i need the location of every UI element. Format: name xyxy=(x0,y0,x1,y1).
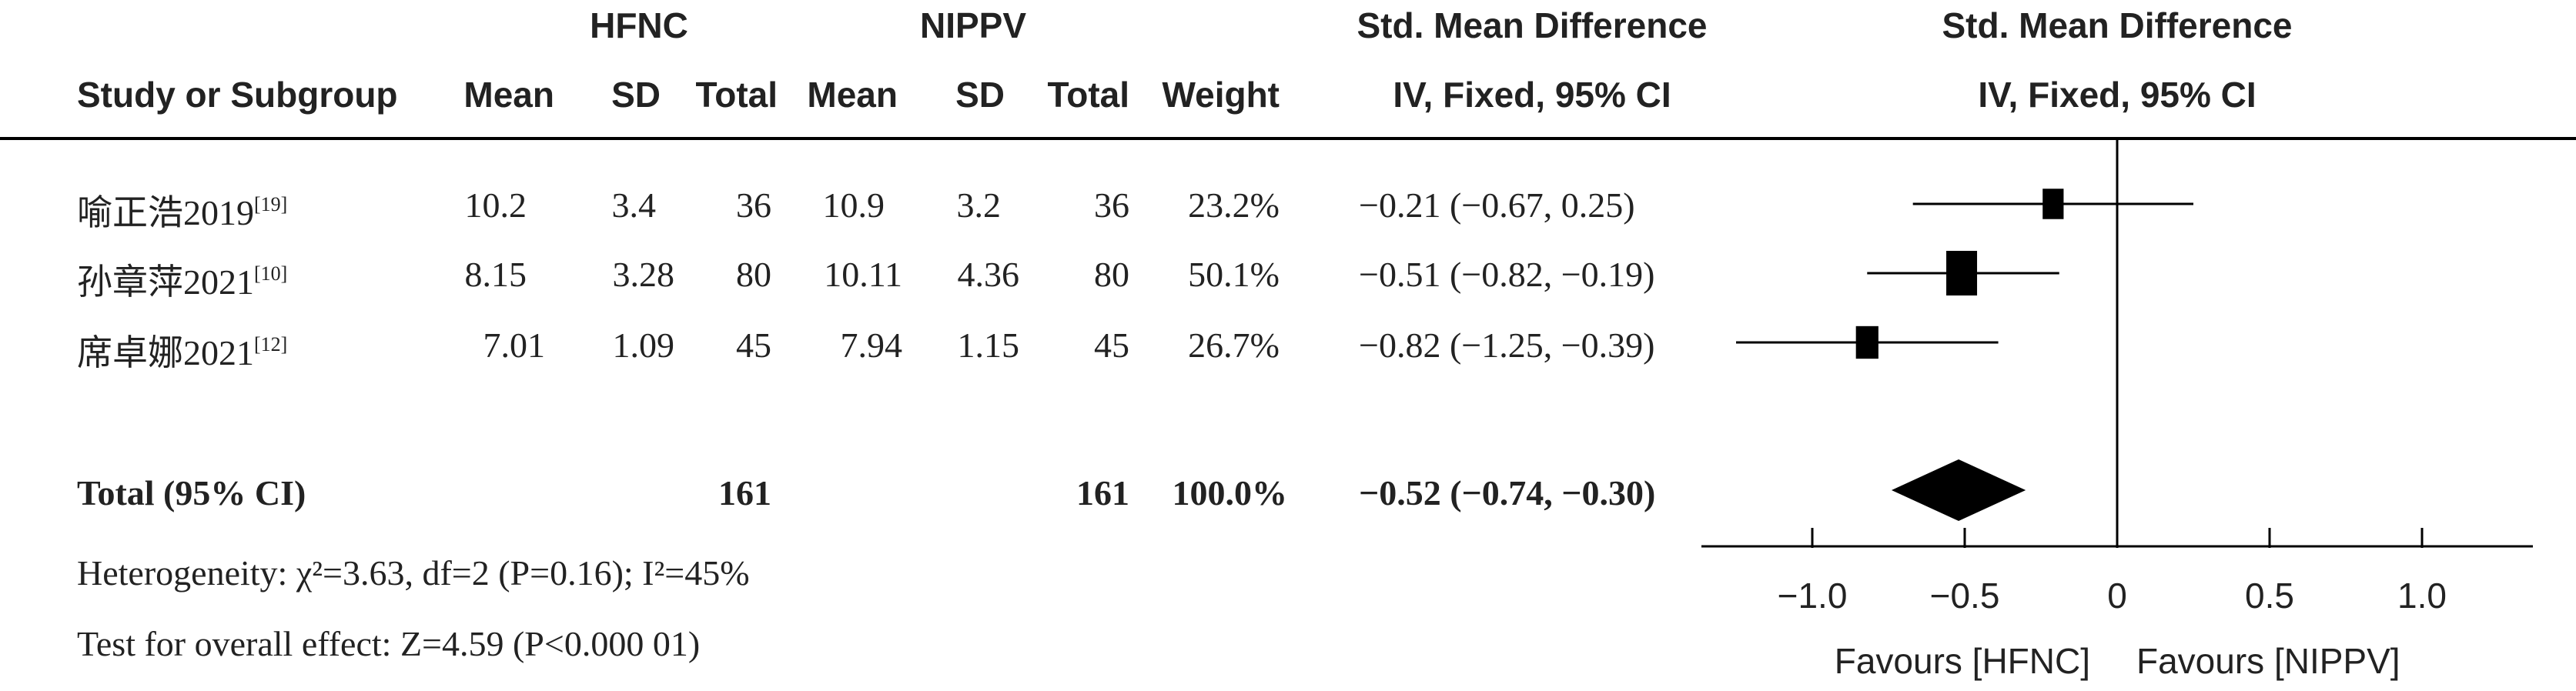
weight-value: 23.2% xyxy=(1188,185,1280,225)
pooled-diamond xyxy=(1891,459,2026,521)
group1-header: HFNC xyxy=(590,5,688,45)
heterogeneity-note: Heterogeneity: χ²=3.63, df=2 (P=0.16); I… xyxy=(77,553,750,593)
plot-header-bottom: IV, Fixed, 95% CI xyxy=(1978,75,2257,115)
mean1-value: 8.15 xyxy=(464,255,527,294)
sd2-value: 1.15 xyxy=(957,325,1020,365)
sd2-header: SD xyxy=(955,75,1005,115)
sd1-value: 3.4 xyxy=(611,185,657,225)
total2-value: 80 xyxy=(1094,255,1129,294)
plot-header-top: Std. Mean Difference xyxy=(1942,5,2293,45)
mean2-value: 10.9 xyxy=(822,185,885,225)
total-weight: 100.0% xyxy=(1172,473,1288,512)
weight-header: Weight xyxy=(1162,75,1280,115)
sd1-value: 1.09 xyxy=(612,325,675,365)
total2-sum: 161 xyxy=(1076,473,1129,512)
total1-value: 45 xyxy=(736,325,771,365)
total2-header: Total xyxy=(1047,75,1129,115)
x-tick-label: 0.5 xyxy=(2245,576,2294,616)
study-name-text: 席卓娜2021 xyxy=(77,333,254,372)
mean2-value: 10.11 xyxy=(824,255,902,294)
study-name: 孙章萍2021[10] xyxy=(77,254,287,305)
study-square xyxy=(2042,189,2064,219)
x-tick-label: 1.0 xyxy=(2397,576,2447,616)
sd1-header: SD xyxy=(611,75,661,115)
total2-value: 45 xyxy=(1094,325,1129,365)
mean1-value: 7.01 xyxy=(483,325,546,365)
group2-header: NIPPV xyxy=(919,5,1027,45)
study-name: 喻正浩2019[19] xyxy=(77,185,287,235)
smd-header-bottom: IV, Fixed, 95% CI xyxy=(1393,75,1671,115)
smd-header-top: Std. Mean Difference xyxy=(1357,5,1708,45)
weight-value: 26.7% xyxy=(1188,325,1280,365)
favours-left-label: Favours [HFNC] xyxy=(1835,641,2090,681)
x-tick-label: 0 xyxy=(2107,576,2127,616)
x-tick-label: −0.5 xyxy=(1930,576,2000,616)
mean2-header: Mean xyxy=(807,75,898,115)
favours-right-label: Favours [NIPPV] xyxy=(2136,641,2400,681)
study-square xyxy=(1855,325,1878,359)
x-tick-label: −1.0 xyxy=(1778,576,1848,616)
ci-value: −0.51 (−0.82, −0.19) xyxy=(1359,255,1655,294)
weight-value: 50.1% xyxy=(1188,255,1280,294)
mean1-value: 10.2 xyxy=(464,185,527,225)
study-name-text: 喻正浩2019 xyxy=(77,193,254,232)
total-ci: −0.52 (−0.74, −0.30) xyxy=(1359,473,1656,512)
sd1-value: 3.28 xyxy=(612,255,675,294)
total2-value: 36 xyxy=(1094,185,1129,225)
ci-value: −0.82 (−1.25, −0.39) xyxy=(1359,325,1655,365)
total-label: Total (95% CI) xyxy=(77,473,306,512)
study-name-text: 孙章萍2021 xyxy=(77,262,254,302)
study-ref: [10] xyxy=(254,262,288,285)
study-square xyxy=(1946,251,1978,295)
overall-effect-note: Test for overall effect: Z=4.59 (P<0.000… xyxy=(77,624,701,663)
header-rule xyxy=(0,137,2576,140)
mean2-value: 7.94 xyxy=(840,325,903,365)
study-header: Study or Subgroup xyxy=(77,75,398,115)
sd2-value: 3.2 xyxy=(956,185,1002,225)
sd2-value: 4.36 xyxy=(957,255,1020,294)
study-name: 席卓娜2021[12] xyxy=(77,325,287,376)
total1-value: 80 xyxy=(736,255,771,294)
total1-sum: 161 xyxy=(718,473,771,512)
total1-header: Total xyxy=(695,75,778,115)
study-ref: [19] xyxy=(254,193,288,215)
mean1-header: Mean xyxy=(463,75,554,115)
study-ref: [12] xyxy=(254,333,288,356)
total1-value: 36 xyxy=(736,185,771,225)
ci-value: −0.21 (−0.67, 0.25) xyxy=(1359,185,1635,225)
